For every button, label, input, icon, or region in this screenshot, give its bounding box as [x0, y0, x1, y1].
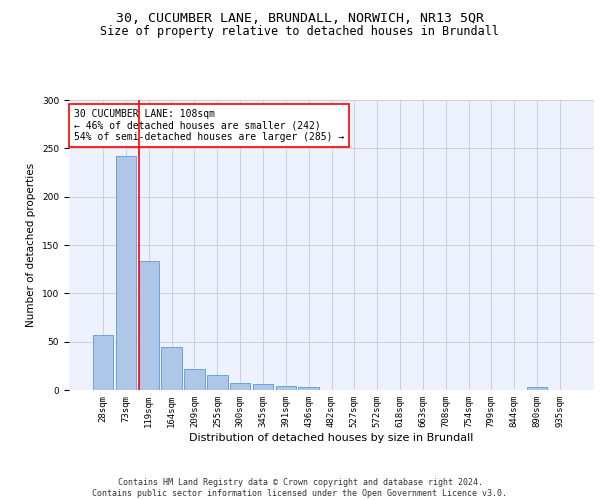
- X-axis label: Distribution of detached houses by size in Brundall: Distribution of detached houses by size …: [190, 432, 473, 442]
- Text: Size of property relative to detached houses in Brundall: Size of property relative to detached ho…: [101, 25, 499, 38]
- Y-axis label: Number of detached properties: Number of detached properties: [26, 163, 37, 327]
- Bar: [230, 383, 250, 390]
- Text: 30 CUCUMBER LANE: 108sqm
← 46% of detached houses are smaller (242)
54% of semi-: 30 CUCUMBER LANE: 108sqm ← 46% of detach…: [74, 108, 344, 142]
- Text: Contains HM Land Registry data © Crown copyright and database right 2024.
Contai: Contains HM Land Registry data © Crown c…: [92, 478, 508, 498]
- Bar: [298, 387, 319, 390]
- Bar: [184, 368, 205, 390]
- Bar: [139, 262, 159, 390]
- Bar: [207, 374, 227, 390]
- Bar: [161, 348, 182, 390]
- Bar: [93, 335, 113, 390]
- Bar: [527, 387, 547, 390]
- Text: 30, CUCUMBER LANE, BRUNDALL, NORWICH, NR13 5QR: 30, CUCUMBER LANE, BRUNDALL, NORWICH, NR…: [116, 12, 484, 26]
- Bar: [275, 386, 296, 390]
- Bar: [116, 156, 136, 390]
- Bar: [253, 384, 273, 390]
